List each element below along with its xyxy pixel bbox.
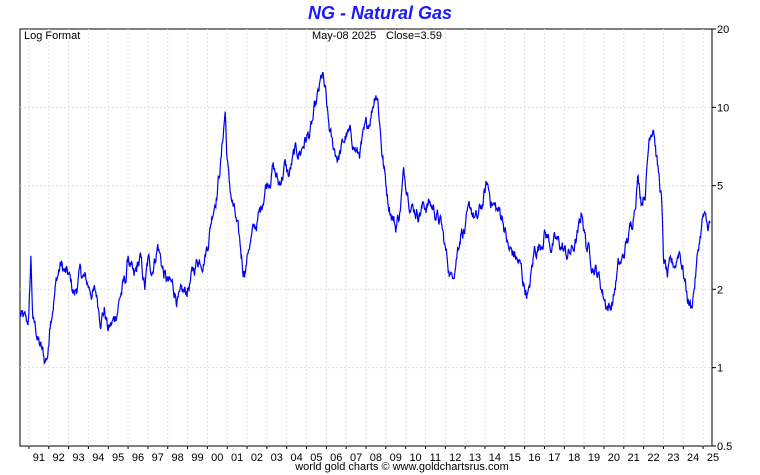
footer-credit: world gold charts © www.goldchartsrus.co… [295,461,509,473]
x-tick-label: 25 [707,452,719,464]
price-line [19,71,711,366]
y-tick-label: 5 [717,181,723,193]
y-tick-label: 0.5 [717,441,732,453]
x-tick-label: 97 [152,452,164,464]
x-tick-label: 21 [628,452,640,464]
scale-format-label: Log Format [24,30,81,42]
x-tick-label: 02 [251,452,263,464]
x-tick-label: 01 [231,452,243,464]
y-tick-label: 20 [717,24,729,36]
x-tick-label: 04 [290,452,302,464]
x-tick-label: 12 [449,452,461,464]
x-tick-label: 10 [409,452,421,464]
x-tick-label: 16 [528,452,540,464]
x-tick-label: 13 [469,452,481,464]
x-tick-label: 22 [647,452,659,464]
close-label: Close=3.59 [386,30,442,42]
date-label: May-08 2025 [312,30,377,42]
x-tick-label: 18 [568,452,580,464]
x-tick-label: 03 [271,452,283,464]
x-tick-label: 94 [92,452,104,464]
x-tick-label: 24 [687,452,699,464]
x-tick-label: 98 [172,452,184,464]
x-tick-label: 20 [608,452,620,464]
x-tick-label: 05 [310,452,322,464]
x-tick-label: 08 [370,452,382,464]
x-tick-label: 17 [548,452,560,464]
x-tick-label: 07 [350,452,362,464]
y-tick-label: 2 [717,284,723,296]
x-tick-label: 00 [211,452,223,464]
x-tick-label: 92 [53,452,65,464]
y-tick-label: 10 [717,102,729,114]
x-tick-label: 14 [489,452,501,464]
x-tick-label: 15 [509,452,521,464]
x-tick-label: 19 [588,452,600,464]
y-tick-layer: 20 10 5 2 1 0.5 [712,24,732,453]
x-tick-layer: 91 92 93 94 95 96 97 98 99 00 01 02 03 04 05 06 07 08 09 10… [28,446,719,464]
x-tick-label: 95 [112,452,124,464]
x-tick-label: 23 [667,452,679,464]
x-tick-label: 93 [72,452,84,464]
grid-layer [20,29,712,446]
x-tick-label: 96 [132,452,144,464]
x-tick-label: 09 [390,452,402,464]
x-tick-label: 99 [191,452,203,464]
x-tick-label: 06 [330,452,342,464]
x-tick-label: 11 [430,452,441,464]
x-tick-label: 91 [33,452,45,464]
y-tick-label: 1 [717,363,723,375]
chart-title: NG - Natural Gas [307,3,453,23]
